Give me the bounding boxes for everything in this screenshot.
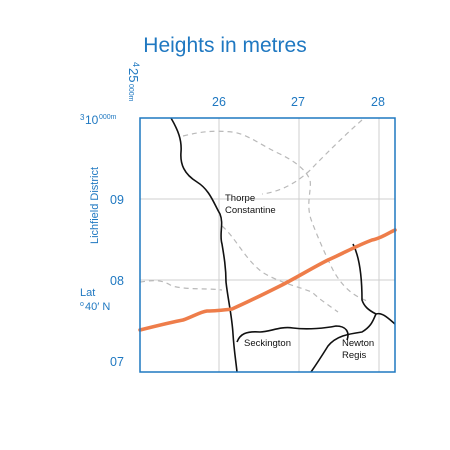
map-frame (139, 117, 396, 373)
boundary-newton (310, 312, 396, 373)
boundaries (170, 117, 396, 373)
place-label-newton: Newton (342, 338, 374, 349)
northing-origin-main: 10 (85, 113, 99, 127)
easting-tick-label: 26 (212, 95, 226, 109)
place-label-seckington: Seckington (244, 338, 291, 349)
easting-origin-label: 4 25 000m (126, 62, 141, 102)
place-label-thorpe-line2: Constantine (225, 205, 276, 216)
lat-label-line2: 40′ N (85, 301, 110, 313)
map-title: Heights in metres (143, 34, 307, 57)
footpaths (139, 119, 371, 313)
northing-tick-label: 08 (110, 274, 124, 288)
boundary-east (352, 243, 377, 315)
footpath-north-east (261, 119, 363, 195)
easting-ticks: 26 27 28 (212, 95, 385, 109)
northing-origin-sub: 000m (99, 114, 117, 121)
place-label-newton-line2: Regis (342, 350, 367, 361)
place-labels: Thorpe Constantine Seckington Newton Reg… (225, 193, 374, 361)
lat-label: Lat o 40′ N (80, 287, 110, 313)
northing-ticks: 09 08 07 (110, 193, 124, 369)
easting-tick-label: 27 (291, 95, 305, 109)
boundary-main (170, 117, 238, 373)
easting-origin-main: 25 (126, 68, 141, 82)
northing-origin-sup: 3 (80, 113, 85, 122)
district-label: Lichfield District (89, 167, 101, 244)
northing-tick-label: 09 (110, 193, 124, 207)
easting-tick-label: 28 (371, 95, 385, 109)
footpath-south (221, 225, 339, 313)
place-label-thorpe: Thorpe (225, 193, 255, 204)
northing-tick-label: 07 (110, 355, 124, 369)
lat-label-degree: o (80, 301, 84, 308)
easting-origin-sub: 000m (127, 84, 134, 102)
footpath-thorpe-loop (182, 130, 371, 303)
grid (140, 118, 395, 372)
road (138, 228, 397, 332)
footpath-west (139, 280, 223, 291)
lat-label-line1: Lat (80, 287, 95, 299)
northing-origin-label: 3 10 000m (80, 113, 117, 127)
boundary-seckington (236, 325, 349, 343)
easting-origin-sup: 4 (131, 62, 141, 67)
